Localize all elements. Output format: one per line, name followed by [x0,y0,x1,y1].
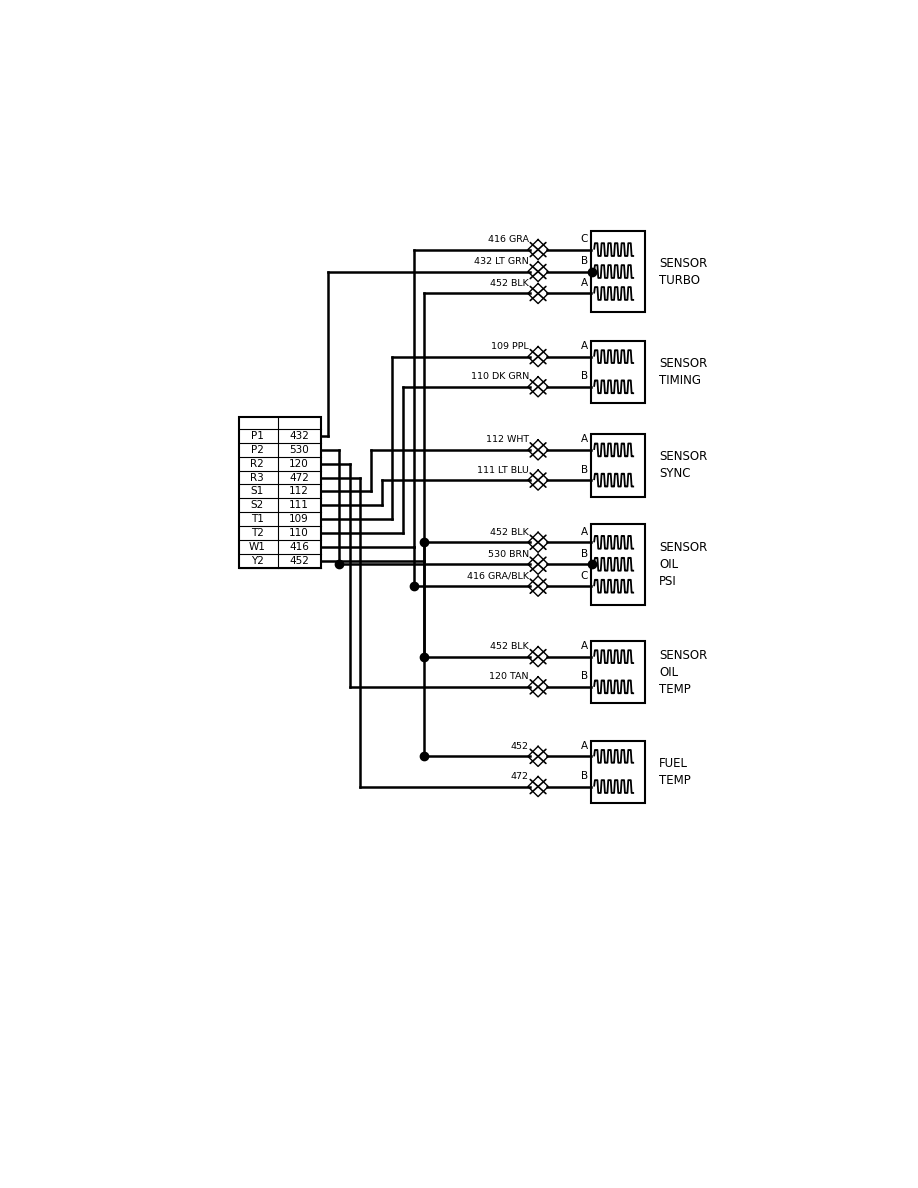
Text: A: A [581,278,588,287]
Text: C: C [580,570,588,581]
Text: A: A [581,435,588,444]
Bar [591,232,644,311]
Bar [240,417,321,568]
Text: FUEL
TEMP: FUEL TEMP [659,757,690,786]
Text: T2: T2 [251,529,263,538]
Bar [591,341,644,403]
Text: 416 GRA: 416 GRA [487,235,529,244]
Text: C: C [580,234,588,244]
Bar [591,642,644,703]
Text: Y2: Y2 [251,556,263,565]
Text: 109 PPL: 109 PPL [491,342,529,352]
Text: A: A [581,642,588,651]
Text: SENSOR
TURBO: SENSOR TURBO [659,257,707,286]
Text: R2: R2 [251,459,264,468]
Text: 530: 530 [289,444,308,455]
Text: 452 BLK: 452 BLK [490,527,529,537]
Text: P1: P1 [251,431,263,441]
Text: B: B [581,549,588,558]
Text: 416 GRA/BLK: 416 GRA/BLK [467,571,529,581]
Text: S2: S2 [251,500,263,511]
Text: T1: T1 [251,514,263,524]
Text: 452: 452 [289,556,309,565]
Text: 472: 472 [289,473,309,482]
Text: A: A [581,341,588,352]
Text: SENSOR
OIL
PSI: SENSOR OIL PSI [659,541,707,588]
Text: 416: 416 [289,542,309,552]
Text: B: B [581,465,588,475]
Text: B: B [581,671,588,682]
Text: 452 BLK: 452 BLK [490,643,529,651]
Text: 432: 432 [289,431,309,441]
Bar [591,741,644,803]
Text: R3: R3 [251,473,264,482]
Text: 112 WHT: 112 WHT [486,436,529,444]
Text: S1: S1 [251,486,263,497]
Text: 110: 110 [289,529,308,538]
Text: 530 BRN: 530 BRN [487,550,529,558]
Text: 120 TAN: 120 TAN [489,672,529,682]
Text: A: A [581,741,588,751]
Text: 111 LT BLU: 111 LT BLU [477,466,529,475]
Text: SENSOR
TIMING: SENSOR TIMING [659,358,707,387]
Text: P2: P2 [251,444,263,455]
Text: W1: W1 [249,542,265,552]
Text: 120: 120 [289,459,308,468]
Text: 109: 109 [289,514,308,524]
Text: SENSOR
SYNC: SENSOR SYNC [659,450,707,480]
Text: 452 BLK: 452 BLK [490,279,529,287]
Text: B: B [581,257,588,266]
Text: 110 DK GRN: 110 DK GRN [471,372,529,381]
Bar [591,435,644,497]
Text: A: A [581,526,588,537]
Text: 452: 452 [510,741,529,751]
Text: B: B [581,372,588,381]
Text: 472: 472 [510,772,529,781]
Text: SENSOR
OIL
TEMP: SENSOR OIL TEMP [659,649,707,696]
Text: 111: 111 [289,500,309,511]
Text: 112: 112 [289,486,309,497]
Text: 432 LT GRN: 432 LT GRN [474,257,529,266]
Bar [591,524,644,605]
Text: B: B [581,771,588,781]
